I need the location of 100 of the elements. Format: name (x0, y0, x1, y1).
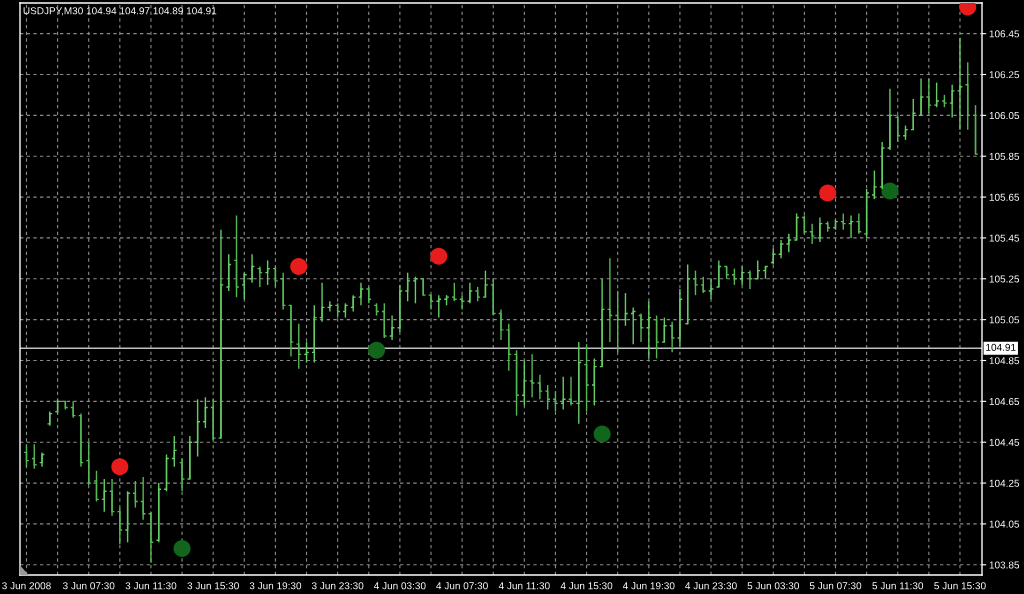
candlestick (311, 304, 318, 364)
point (430, 247, 448, 265)
x-tick-label: 4 Jun 15:30 (560, 582, 613, 590)
candlestick (256, 265, 263, 288)
candlestick (77, 412, 84, 468)
candlestick (217, 229, 224, 439)
candlestick (147, 510, 154, 564)
y-tick-label: 106.45 (989, 30, 1020, 38)
candlestick (778, 239, 785, 260)
candlestick (816, 216, 823, 243)
candlestick (910, 98, 917, 131)
candlestick (249, 253, 256, 284)
point (290, 258, 308, 276)
candlestick (451, 282, 458, 302)
point (881, 182, 899, 200)
candlestick (233, 214, 240, 298)
candlestick (933, 81, 940, 108)
y-tick-label: 104.25 (989, 479, 1020, 487)
x-tick-label: 4 Jun 03:30 (373, 582, 426, 590)
candlestick (606, 257, 613, 343)
candlestick (583, 343, 590, 413)
candlestick (186, 435, 193, 480)
candlestick (140, 476, 147, 521)
candlestick (225, 253, 232, 292)
point (173, 539, 191, 557)
candlestick (972, 104, 979, 155)
candlestick (739, 265, 746, 286)
candlestick (536, 374, 543, 401)
candlestick (155, 482, 162, 544)
x-tick-label: 4 Jun 19:30 (622, 582, 675, 590)
candlestick (85, 441, 92, 486)
candlestick (179, 457, 186, 492)
x-tick-label: 3 Jun 19:30 (249, 582, 302, 590)
y-tick-label: 104.85 (989, 357, 1020, 365)
y-tick-label: 106.05 (989, 112, 1020, 120)
y-tick-label: 105.05 (989, 316, 1020, 324)
candlestick (863, 188, 870, 239)
y-tick-label: 104.45 (989, 438, 1020, 446)
candlestick (396, 284, 403, 333)
x-tick-label: 5 Jun 11:30 (872, 582, 924, 590)
candlestick (389, 314, 396, 341)
x-tick-label: 5 Jun 15:30 (934, 582, 986, 590)
ref-line-label: 104.91 (986, 343, 1016, 351)
candlestick (412, 276, 419, 304)
y-tick-label: 104.65 (989, 398, 1020, 406)
x-tick-label: 3 Jun 2008 (2, 582, 51, 590)
candlestick (567, 376, 575, 407)
point (819, 184, 837, 202)
candlestick (116, 506, 123, 546)
candlestick (637, 312, 645, 343)
candlestick (124, 490, 131, 544)
candlestick (801, 214, 808, 235)
candlestick (949, 84, 956, 119)
y-tick-label: 103.85 (989, 561, 1020, 569)
candlestick (497, 308, 505, 341)
candlestick (513, 349, 520, 417)
candlestick (280, 271, 287, 311)
candlestick (871, 169, 878, 200)
candlestick (482, 269, 489, 298)
candlestick (886, 88, 893, 151)
candlestick (466, 282, 473, 304)
candlestick (381, 302, 388, 339)
x-tick-label: 3 Jun 11:30 (125, 582, 177, 590)
candlestick (319, 282, 326, 323)
candlestick (715, 259, 722, 288)
x-tick-label: 3 Jun 23:30 (311, 582, 364, 590)
candlestick (490, 278, 497, 317)
y-tick-label: 105.65 (989, 193, 1020, 201)
candlestick (661, 316, 668, 343)
candlestick (521, 359, 528, 407)
x-tick-label: 3 Jun 15:30 (187, 582, 239, 590)
candlestick (676, 288, 683, 347)
y-tick-label: 105.45 (989, 234, 1020, 242)
point (368, 341, 386, 359)
candlestick (287, 304, 294, 358)
point (111, 458, 129, 476)
x-tick-label: 5 Jun 03:30 (747, 582, 800, 590)
x-tick-label: 5 Jun 07:30 (809, 582, 862, 590)
candlestick (918, 77, 925, 117)
chart-title: USDJPY,M30 104.94 104.97 104.89 104.91 (23, 7, 217, 16)
candlestick (505, 323, 512, 372)
candlestick (964, 61, 971, 131)
y-tick-label: 105.85 (989, 152, 1020, 160)
candlestick (202, 396, 209, 429)
candlestick (591, 357, 598, 407)
point (593, 425, 611, 443)
y-tick-label: 106.25 (989, 71, 1020, 79)
candlestick (785, 233, 792, 253)
candlestick (925, 77, 932, 115)
candlestick (599, 278, 606, 368)
candlestick (793, 212, 800, 241)
x-tick-label: 4 Jun 23:30 (685, 582, 737, 590)
candlestick (684, 263, 691, 325)
candlestick (855, 212, 862, 235)
candlestick (404, 271, 411, 302)
x-tick-label: 3 Jun 07:30 (62, 582, 115, 590)
candlestick (708, 278, 715, 300)
candlestick (109, 478, 116, 517)
candlestick (809, 222, 816, 245)
candlestick (575, 341, 582, 425)
